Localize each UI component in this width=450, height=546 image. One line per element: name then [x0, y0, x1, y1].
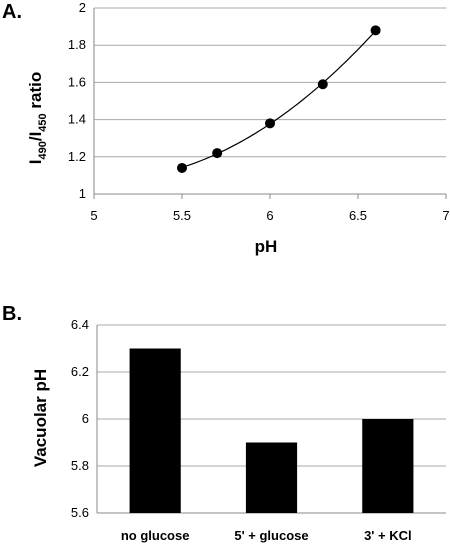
y-tick-label: 1.2	[68, 149, 86, 164]
x-tick-label: 6.5	[349, 208, 367, 223]
data-point	[177, 162, 187, 173]
category-label: 5' + glucose	[234, 528, 308, 543]
category-label: no glucose	[121, 528, 190, 543]
y-tick-label: 5.6	[71, 505, 89, 520]
y-tick-label: 6.4	[71, 317, 89, 332]
data-point	[212, 148, 223, 159]
category-label: 3' + KCl	[364, 528, 412, 543]
x-tick-label: 5	[90, 208, 97, 223]
y-tick-label: 1.4	[68, 112, 86, 127]
x-tick-label: 6	[266, 208, 273, 223]
y-tick-label: 5.8	[71, 458, 89, 473]
bar	[245, 442, 298, 513]
x-tick-label: 7	[442, 208, 449, 223]
data-point	[265, 118, 275, 129]
bar	[129, 348, 181, 513]
y-tick-label: 2	[79, 0, 86, 15]
y-axis-title-b: Vacuolar pH	[31, 369, 50, 467]
y-tick-label: 6	[82, 411, 89, 426]
trendline	[181, 30, 377, 168]
y-tick-label: 1.6	[68, 74, 86, 89]
panel-a-label: A.	[2, 1, 22, 23]
panel-b-chart: B. 5.6 5.8 6 6.2 6.4 no glucose 5' + glucose 3…	[2, 303, 446, 543]
bar	[362, 419, 414, 513]
data-point	[317, 79, 328, 90]
x-tick-label: 5.5	[173, 208, 191, 223]
panel-a-chart: A. 1 1.2 1.4 1.6 1.8 2 5 5.5 6 6.5 7 pH I490/I450…	[2, 0, 450, 256]
y-tick-label: 6.2	[71, 364, 89, 379]
y-axis-title: I490/I450 ratio	[26, 72, 49, 164]
panel-b-label: B.	[2, 303, 22, 325]
x-axis-title: pH	[255, 237, 278, 256]
data-point	[370, 25, 381, 36]
y-tick-label: 1.8	[68, 37, 86, 52]
y-tick-label: 1	[79, 186, 86, 201]
